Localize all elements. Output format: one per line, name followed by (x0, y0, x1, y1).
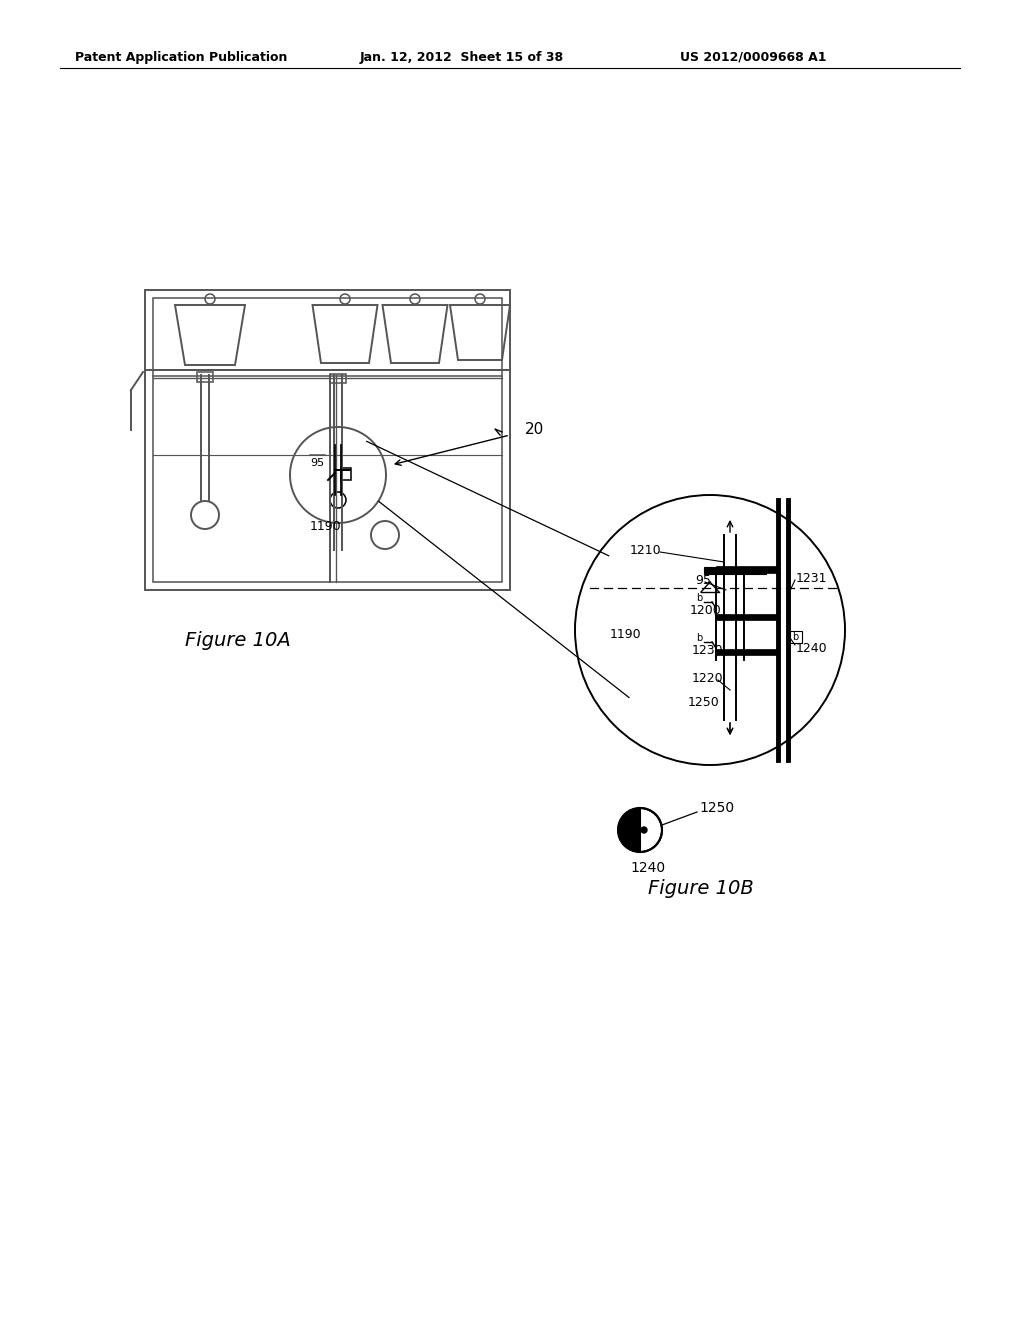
Bar (330, 374, 346, 383)
Bar (716, 566, 778, 573)
Bar (145, 290, 510, 590)
Bar (716, 649, 778, 655)
Wedge shape (640, 808, 662, 851)
Text: b: b (792, 632, 799, 642)
Text: 95: 95 (310, 458, 325, 469)
Text: 1230: 1230 (692, 644, 724, 656)
Bar (341, 469, 351, 480)
Text: 1200: 1200 (690, 603, 722, 616)
Bar (153, 298, 502, 582)
Bar (705, 566, 766, 573)
Text: 1190: 1190 (310, 520, 342, 533)
Text: 95: 95 (695, 573, 711, 586)
Text: b: b (696, 593, 702, 603)
Text: 1240: 1240 (796, 642, 827, 655)
Text: b: b (696, 634, 702, 643)
Bar (716, 614, 778, 620)
Text: Figure 10B: Figure 10B (648, 879, 754, 898)
Text: US 2012/0009668 A1: US 2012/0009668 A1 (680, 50, 826, 63)
Text: 1190: 1190 (610, 628, 642, 642)
Wedge shape (618, 808, 640, 851)
Text: Figure 10A: Figure 10A (185, 631, 291, 649)
Text: 1220: 1220 (692, 672, 724, 685)
Text: 1231: 1231 (796, 572, 827, 585)
Text: 1250: 1250 (688, 696, 720, 709)
Text: Patent Application Publication: Patent Application Publication (75, 50, 288, 63)
Circle shape (641, 828, 647, 833)
Text: 1240: 1240 (630, 861, 666, 875)
Text: Jan. 12, 2012  Sheet 15 of 38: Jan. 12, 2012 Sheet 15 of 38 (360, 50, 564, 63)
Text: 20: 20 (525, 422, 544, 437)
Bar (790, 631, 802, 643)
Text: 1250: 1250 (699, 801, 734, 814)
Bar (197, 372, 213, 381)
Text: 1210: 1210 (630, 544, 662, 557)
